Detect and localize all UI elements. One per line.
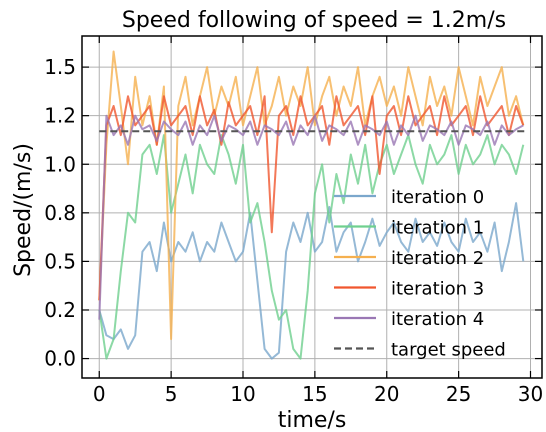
- y-tick-label-5: 1.2: [44, 104, 76, 128]
- chart-title: Speed following of speed = 1.2m/s: [122, 8, 506, 33]
- legend-label-iteration-0: iteration 0: [391, 187, 484, 208]
- x-tick-label-2: 10: [230, 382, 255, 406]
- x-tick-labels: 0 5 10 15 20 25 30: [93, 382, 543, 406]
- x-tick-label-4: 20: [374, 382, 399, 406]
- y-tick-label-0: 0.0: [44, 347, 76, 371]
- y-tick-label-6: 1.5: [44, 55, 76, 79]
- axis-ticks: [82, 36, 542, 378]
- y-tick-label-3: 0.8: [44, 201, 76, 225]
- legend-label-iteration-3: iteration 3: [391, 279, 484, 300]
- legend: iteration 0 iteration 1 iteration 2 iterati…: [334, 187, 506, 361]
- legend-label-iteration-1: iteration 1: [391, 218, 484, 239]
- y-tick-labels: 0.0 0.2 0.5 0.8 1.0 1.2 1.5: [44, 55, 76, 370]
- x-tick-label-3: 15: [302, 382, 327, 406]
- x-axis-label: time/s: [278, 408, 347, 432]
- series-line-iteration-4: [98, 114, 524, 320]
- y-axis-label: Speed/(m/s): [11, 143, 36, 277]
- plot-frame: [81, 35, 543, 379]
- series-line-iteration-2: [98, 50, 525, 341]
- series-layer: [98, 50, 525, 360]
- x-tick-label-5: 25: [446, 382, 471, 406]
- legend-label-iteration-4: iteration 4: [391, 309, 484, 330]
- legend-label-target-speed: target speed: [391, 340, 506, 361]
- y-tick-label-4: 1.0: [44, 152, 76, 176]
- series-line-iteration-1: [98, 134, 525, 360]
- y-tick-label-1: 0.2: [44, 298, 76, 322]
- x-tick-label-0: 0: [93, 382, 106, 406]
- y-tick-label-2: 0.5: [44, 249, 76, 273]
- x-tick-label-6: 30: [518, 382, 543, 406]
- legend-label-iteration-2: iteration 2: [391, 248, 484, 269]
- x-tick-label-1: 5: [165, 382, 178, 406]
